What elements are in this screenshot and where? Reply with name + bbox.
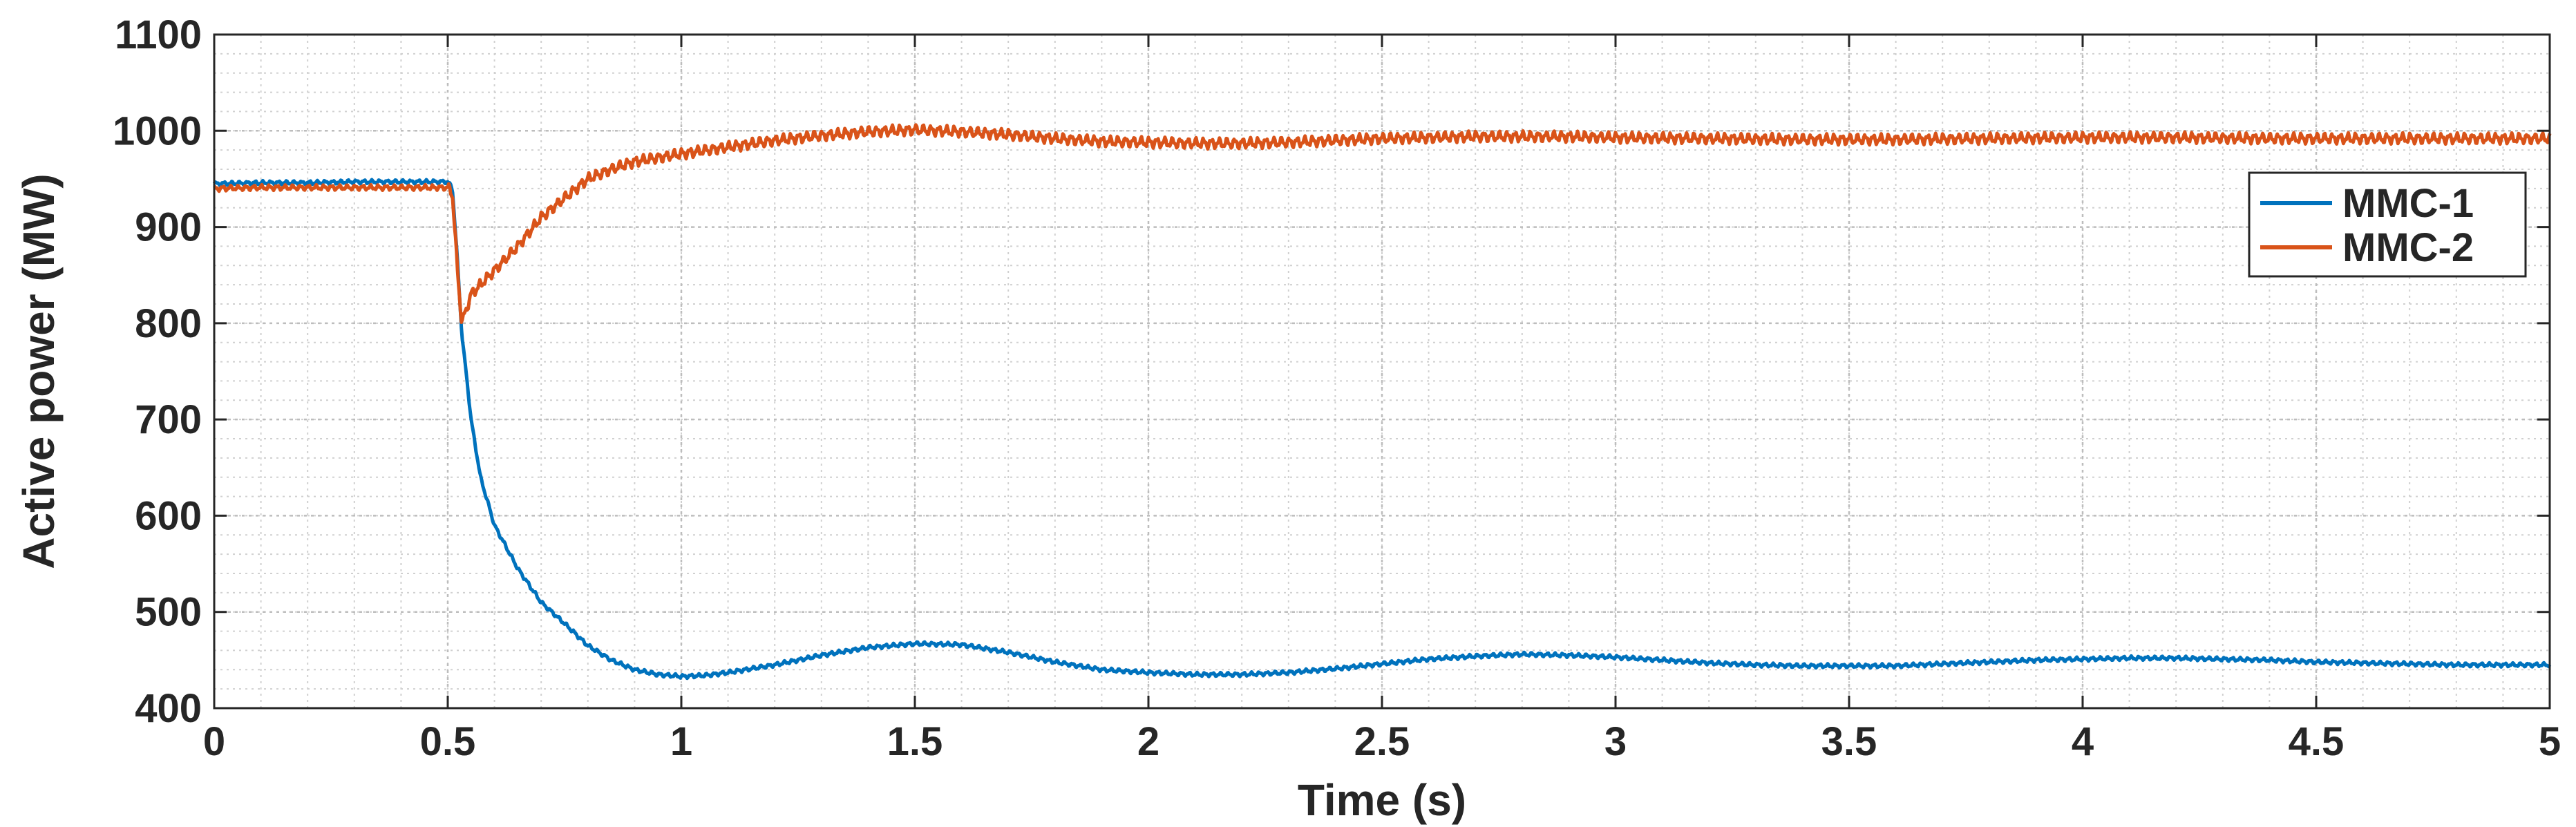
x-tick-label: 1.5 bbox=[887, 719, 943, 764]
legend-box bbox=[2248, 171, 2527, 278]
x-tick-label: 3.5 bbox=[1821, 719, 1877, 764]
x-tick-label: 4.5 bbox=[2289, 719, 2345, 764]
x-tick-label: 0.5 bbox=[420, 719, 476, 764]
y-tick-label: 1100 bbox=[115, 12, 202, 57]
x-tick-label: 1 bbox=[670, 719, 692, 764]
y-tick-label: 1000 bbox=[113, 108, 202, 153]
x-tick-label: 3 bbox=[1604, 719, 1627, 764]
y-tick-label: 400 bbox=[135, 686, 202, 731]
series-line-mmc-1 bbox=[212, 178, 2552, 681]
legend-label-mmc-1: MMC-1 bbox=[2342, 181, 2474, 226]
x-tick-label: 4 bbox=[2072, 719, 2094, 764]
y-tick-label: 900 bbox=[135, 205, 202, 250]
y-tick-label: 500 bbox=[135, 590, 202, 635]
x-axis-ticks: 0 0.5 1 1.5 2 2.5 3 3.5 4 4.5 5 bbox=[203, 35, 2561, 764]
y-axis-label: Active power (MW) bbox=[14, 173, 64, 569]
series-layer bbox=[212, 123, 2552, 681]
x-tick-label: 2.5 bbox=[1354, 719, 1410, 764]
y-tick-label: 800 bbox=[135, 301, 202, 346]
y-axis-ticks: 400 500 600 700 800 900 1000 1100 bbox=[113, 12, 2550, 731]
series-line-mmc-2 bbox=[213, 123, 2552, 324]
legend-label-mmc-2: MMC-2 bbox=[2342, 225, 2474, 270]
x-tick-label: 2 bbox=[1137, 719, 1159, 764]
x-axis-label: Time (s) bbox=[1298, 775, 1466, 825]
x-tick-label: 0 bbox=[203, 719, 225, 764]
y-tick-label: 700 bbox=[135, 397, 202, 442]
x-tick-label: 5 bbox=[2539, 719, 2561, 764]
y-tick-label: 600 bbox=[135, 493, 202, 538]
